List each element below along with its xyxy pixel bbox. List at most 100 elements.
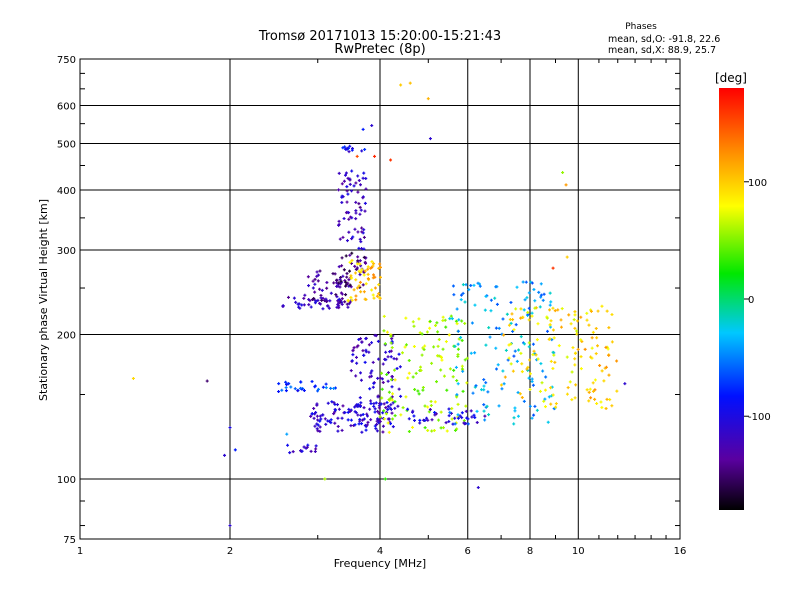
scatter-point: [381, 424, 385, 428]
scatter-point: [589, 355, 593, 359]
scatter-point: [411, 375, 415, 379]
scatter-point: [324, 386, 328, 390]
scatter-point: [375, 429, 379, 433]
scatter-point: [551, 367, 555, 371]
scatter-point: [326, 401, 330, 405]
scatter-point: [347, 230, 351, 234]
scatter-point: [392, 357, 396, 361]
scatter-point: [344, 293, 348, 297]
scatter-point: [342, 268, 346, 272]
scatter-point: [565, 392, 569, 396]
scatter-point: [535, 408, 539, 412]
scatter-point: [605, 309, 609, 313]
scatter-point: [539, 295, 543, 299]
scatter-point: [520, 396, 524, 400]
scatter-point: [455, 393, 459, 397]
scatter-point: [386, 355, 390, 359]
scatter-point: [549, 359, 553, 363]
scatter-point: [302, 303, 306, 307]
scatter-point: [228, 524, 232, 528]
scatter-point: [585, 318, 589, 322]
scatter-point: [369, 399, 373, 403]
scatter-point: [344, 147, 348, 151]
scatter-point: [340, 256, 344, 260]
scatter-point: [420, 332, 424, 336]
scatter-point: [348, 260, 352, 264]
scatter-point: [355, 154, 359, 158]
scatter-point: [364, 187, 368, 191]
scatter-point: [358, 259, 362, 263]
scatter-point: [312, 406, 316, 410]
scatter-point: [376, 376, 380, 380]
scatter-point: [349, 424, 353, 428]
scatter-point: [455, 322, 459, 326]
scatter-point: [460, 411, 464, 415]
scatter-point: [362, 290, 366, 294]
scatter-point: [374, 427, 378, 431]
scatter-point: [460, 416, 464, 420]
scatter-point: [364, 282, 368, 286]
scatter-point: [315, 427, 319, 431]
scatter-point: [615, 389, 619, 393]
y-tick-label: 75: [63, 535, 76, 546]
scatter-point: [444, 325, 448, 329]
scatter-point: [381, 411, 385, 415]
scatter-point: [340, 297, 344, 301]
scatter-point: [478, 284, 482, 288]
scatter-point: [437, 354, 441, 358]
scatter-point: [585, 311, 589, 315]
y-axis-ticks: 75 100 200 300 400 500 600 750: [57, 55, 680, 546]
scatter-point: [329, 291, 333, 295]
scatter-point: [535, 338, 539, 342]
scatter-point: [480, 388, 484, 392]
scatter-point: [359, 240, 363, 244]
scatter-point: [436, 330, 440, 334]
scatter-point: [423, 404, 427, 408]
scatter-point: [371, 276, 375, 280]
scatter-point: [522, 342, 526, 346]
scatter-point: [416, 389, 420, 393]
scatter-point: [310, 380, 314, 384]
scatter-point: [343, 173, 347, 177]
scatter-point: [428, 319, 432, 323]
scatter-point: [318, 425, 322, 429]
scatter-point: [359, 264, 363, 268]
scatter-point: [507, 323, 511, 327]
scatter-point: [460, 339, 464, 343]
scatter-point: [340, 292, 344, 296]
scatter-point: [343, 279, 347, 283]
scatter-point: [442, 374, 446, 378]
scatter-point: [482, 409, 486, 413]
scatter-point: [383, 357, 387, 361]
scatter-point: [353, 264, 357, 268]
scatter-point: [348, 283, 352, 287]
scatter-point: [559, 325, 563, 329]
scatter-point: [358, 205, 362, 209]
scatter-point: [354, 271, 358, 275]
scatter-point: [456, 382, 460, 386]
scatter-point: [338, 237, 342, 241]
scatter-point: [391, 401, 395, 405]
scatter-point: [589, 309, 593, 313]
scatter-point: [543, 388, 547, 392]
scatter-point: [323, 417, 327, 421]
scatter-point: [362, 171, 366, 175]
y-tick-label: 500: [57, 140, 76, 151]
scatter-point: [404, 343, 408, 347]
scatter-point: [320, 288, 324, 292]
scatter-point: [536, 322, 540, 326]
scatter-point: [384, 412, 388, 416]
scatter-point: [345, 271, 349, 275]
scatter-point: [352, 346, 356, 350]
scatter-point: [514, 323, 518, 327]
scatter-point: [318, 419, 322, 423]
scatter-point: [346, 305, 350, 309]
chart-title: Tromsø 20171013 15:20:00-15:21:43: [258, 29, 501, 44]
scatter-point: [332, 386, 336, 390]
scatter-point: [519, 351, 523, 355]
scatter-point: [456, 402, 460, 406]
scatter-point: [361, 418, 365, 422]
scatter-point: [315, 270, 319, 274]
scatter-point: [385, 373, 389, 377]
